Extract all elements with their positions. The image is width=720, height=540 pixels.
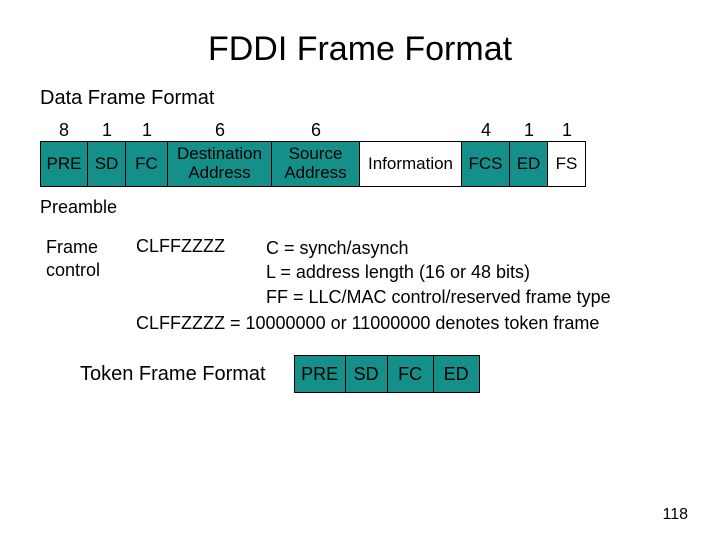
frame-control-name: Frame control: [46, 236, 136, 281]
field-cell: Information: [360, 141, 462, 187]
field-cell: FS: [548, 141, 586, 187]
field-size: 6: [168, 120, 272, 141]
fc-line-l: L = address length (16 or 48 bits): [266, 260, 611, 284]
token-field-cell: SD: [346, 355, 388, 393]
field-cell: SD: [88, 141, 126, 187]
field-size: 1: [126, 120, 168, 141]
data-frame-diagram: 81166411 PRESDFCDestination AddressSourc…: [40, 120, 680, 187]
token-field-cell: FC: [388, 355, 434, 393]
fc-last-line: CLFFZZZZ = 10000000 or 11000000 denotes …: [136, 311, 611, 335]
field-size: 4: [462, 120, 510, 141]
field-cell: ED: [510, 141, 548, 187]
field-cell: FC: [126, 141, 168, 187]
field-label-row: PRESDFCDestination AddressSource Address…: [40, 141, 680, 187]
slide: FDDI Frame Format Data Frame Format 8116…: [0, 0, 720, 540]
frame-control-block: Frame control CLFFZZZZ C = synch/asynch …: [46, 236, 680, 335]
field-size: 1: [548, 120, 586, 141]
field-size: 8: [40, 120, 88, 141]
field-size: [360, 120, 462, 141]
fc-name-line1: Frame: [46, 236, 136, 259]
field-cell: FCS: [462, 141, 510, 187]
token-field-cell: ED: [434, 355, 480, 393]
data-frame-heading: Data Frame Format: [40, 87, 680, 110]
fc-line-c: C = synch/asynch: [266, 236, 611, 260]
token-frame-heading: Token Frame Format: [80, 363, 266, 386]
field-size: 6: [272, 120, 360, 141]
field-size-row: 81166411: [40, 120, 680, 141]
field-size: 1: [510, 120, 548, 141]
field-cell: Destination Address: [168, 141, 272, 187]
field-cell: PRE: [40, 141, 88, 187]
field-size: 1: [88, 120, 126, 141]
fc-lines: C = synch/asynch L = address length (16 …: [266, 236, 611, 309]
token-frame-row: PRESDFCED: [294, 355, 480, 393]
token-field-cell: PRE: [294, 355, 346, 393]
fc-name-line2: control: [46, 259, 136, 282]
field-cell: Source Address: [272, 141, 360, 187]
fc-body: CLFFZZZZ C = synch/asynch L = address le…: [136, 236, 611, 335]
page-number: 118: [662, 506, 688, 524]
token-frame-block: Token Frame Format PRESDFCED: [80, 355, 680, 393]
fc-line-ff: FF = LLC/MAC control/reserved frame type: [266, 285, 611, 309]
preamble-label: Preamble: [40, 197, 680, 218]
fc-code: CLFFZZZZ: [136, 236, 266, 309]
page-title: FDDI Frame Format: [40, 30, 680, 69]
